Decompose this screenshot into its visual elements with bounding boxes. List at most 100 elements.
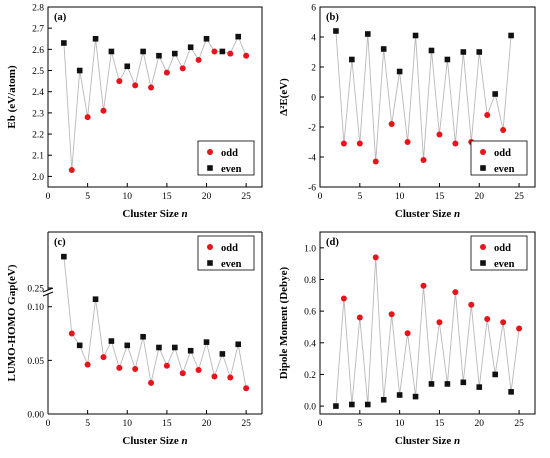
x-axis-label: Cluster Size n xyxy=(395,435,460,447)
legend-label-odd: odd xyxy=(221,243,238,254)
point-even xyxy=(476,49,483,55)
x-tick-label: 0 xyxy=(46,419,51,429)
point-even xyxy=(203,35,210,42)
point-even xyxy=(428,47,435,54)
point-odd xyxy=(243,52,250,59)
y-tick-label: 0.0 xyxy=(304,403,316,413)
point-odd xyxy=(500,319,507,326)
x-tick-label: 25 xyxy=(241,419,251,429)
y-tick-label: 2.4 xyxy=(32,88,44,98)
point-odd xyxy=(163,362,170,369)
y-tick-label: 2.8 xyxy=(32,4,44,14)
point-even xyxy=(124,63,131,70)
point-odd xyxy=(148,84,155,91)
point-odd xyxy=(148,379,155,386)
x-tick-label: 25 xyxy=(514,192,524,202)
legend-label-even: even xyxy=(494,164,515,175)
y-tick-label: 0.00 xyxy=(27,411,44,421)
point-odd xyxy=(227,374,234,381)
legend: odd even xyxy=(197,140,255,176)
panel-2: 0 5 10 15 20 25 0.00 0.05 0.10 0.25 Cluster Size n… xyxy=(6,231,263,447)
point-odd xyxy=(500,127,507,133)
point-odd xyxy=(195,56,202,63)
x-tick-label: 5 xyxy=(85,419,90,429)
point-even xyxy=(61,40,67,46)
point-even xyxy=(219,351,226,357)
y-tick-label: 2.3 xyxy=(32,109,44,119)
point-even xyxy=(124,342,131,349)
point-odd xyxy=(404,330,411,337)
y-tick-label: 0.6 xyxy=(304,308,316,318)
point-odd xyxy=(211,373,218,380)
point-even xyxy=(492,371,498,378)
point-odd xyxy=(372,158,379,165)
point-even xyxy=(476,384,483,390)
legend-marker-even xyxy=(207,165,213,171)
point-even xyxy=(460,379,467,386)
point-odd xyxy=(211,48,218,55)
panel-label: (d) xyxy=(326,237,339,248)
y-tick-label: 0.05 xyxy=(27,357,44,367)
point-even xyxy=(187,44,194,51)
point-even xyxy=(172,344,178,351)
panel-label: (a) xyxy=(54,12,67,23)
legend-marker-even xyxy=(207,260,213,266)
point-odd xyxy=(116,364,123,371)
legend-marker-odd xyxy=(480,244,486,250)
y-tick-label: 2.5 xyxy=(32,67,44,77)
point-odd xyxy=(356,314,363,321)
y-axis-label: LUMO-HOMO Gap(eV) xyxy=(6,264,18,381)
axis-break-mark xyxy=(42,291,54,297)
point-even xyxy=(172,50,178,57)
point-odd xyxy=(227,50,234,57)
y-tick-label: 2 xyxy=(311,64,316,74)
point-even xyxy=(92,296,99,303)
legend-label-even: even xyxy=(494,259,515,270)
point-odd xyxy=(468,301,475,308)
x-tick-label: 25 xyxy=(241,192,251,202)
y-tick-label: 0.10 xyxy=(27,303,44,313)
legend-marker-odd xyxy=(480,149,486,155)
point-even xyxy=(412,393,419,400)
point-odd xyxy=(516,325,523,332)
point-odd xyxy=(340,140,347,147)
point-even xyxy=(187,347,194,354)
point-even xyxy=(349,401,355,408)
point-even xyxy=(140,48,146,55)
point-even xyxy=(492,91,498,97)
y-axis-label: Δ²E(eV) xyxy=(278,78,290,116)
point-even xyxy=(156,344,162,351)
y-tick-label: 2.0 xyxy=(32,173,44,183)
legend-label-even: even xyxy=(221,164,242,175)
point-even xyxy=(76,67,83,74)
point-odd xyxy=(356,140,363,147)
point-odd xyxy=(452,289,459,296)
point-even xyxy=(380,46,387,52)
point-odd xyxy=(484,112,491,118)
point-even xyxy=(508,389,514,395)
x-axis-label: Cluster Size n xyxy=(122,435,187,447)
x-tick-label: 15 xyxy=(162,192,172,202)
legend-marker-even xyxy=(480,260,486,266)
connecting-line xyxy=(335,257,520,407)
point-odd xyxy=(132,365,139,372)
panel-label: (b) xyxy=(326,12,339,23)
y-tick-label: 2.6 xyxy=(32,46,44,56)
point-even xyxy=(140,333,146,340)
point-even xyxy=(396,68,403,75)
point-even xyxy=(364,31,371,37)
point-even xyxy=(380,396,387,403)
legend-marker-odd xyxy=(207,244,213,250)
point-even xyxy=(156,52,162,59)
x-tick-label: 0 xyxy=(318,419,323,429)
point-even xyxy=(108,48,115,55)
point-odd xyxy=(372,254,379,261)
point-even xyxy=(364,401,371,408)
x-tick-label: 5 xyxy=(85,192,90,202)
x-tick-label: 25 xyxy=(514,419,524,429)
y-tick-label: 0.4 xyxy=(304,339,316,349)
point-even xyxy=(412,32,419,39)
x-tick-label: 5 xyxy=(357,192,362,202)
legend-marker-even xyxy=(480,165,486,171)
